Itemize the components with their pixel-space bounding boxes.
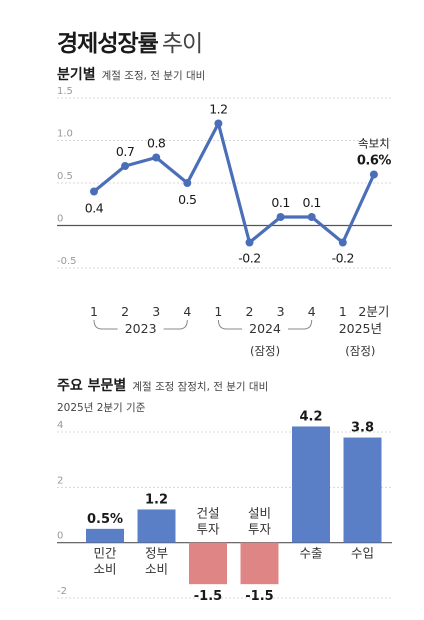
data-label: 3.8 bbox=[351, 421, 374, 436]
data-label: 1.2 bbox=[209, 102, 227, 117]
data-label: 0.6% bbox=[357, 154, 392, 169]
title-suffix: 추이 bbox=[161, 31, 203, 57]
y-tick-label: 0 bbox=[57, 214, 63, 225]
year-label: 2023 bbox=[125, 321, 157, 336]
y-tick-label: 4 bbox=[57, 420, 63, 431]
data-label: 0.5% bbox=[87, 512, 123, 527]
x-tick-label: 3 bbox=[277, 304, 285, 319]
quarterly-subtitle: 계절 조정, 전 분기 대비 bbox=[101, 70, 206, 82]
category-label: 수출 bbox=[299, 546, 322, 561]
x-tick-label: 2 bbox=[121, 304, 129, 319]
data-point bbox=[121, 162, 130, 170]
y-tick-label: -0.5 bbox=[57, 256, 77, 267]
year-note: (잠정) bbox=[345, 344, 375, 358]
x-tick-label: 1 bbox=[339, 304, 347, 319]
data-label: 0.8 bbox=[147, 136, 166, 151]
x-tick-label: 3 bbox=[152, 304, 160, 319]
series-line bbox=[92, 121, 376, 245]
data-point bbox=[214, 119, 223, 128]
data-point bbox=[90, 187, 98, 196]
bar bbox=[292, 426, 330, 543]
data-label: -1.5 bbox=[194, 589, 222, 604]
category-label: 설비 bbox=[248, 506, 271, 521]
year-label: 2024 bbox=[249, 321, 281, 336]
y-tick-label: 0.5 bbox=[57, 171, 73, 182]
x-tick-label: 4 bbox=[308, 304, 316, 319]
y-tick-label: 2 bbox=[57, 475, 63, 486]
data-point bbox=[245, 238, 254, 247]
category-label: 수입 bbox=[351, 546, 374, 561]
category-label: 정부 bbox=[145, 546, 168, 561]
sector-note: 2025년 2분기 기준 bbox=[57, 402, 146, 414]
category-label: 민간 bbox=[93, 546, 117, 561]
bar bbox=[189, 542, 227, 585]
sector-title: 주요 부문별 bbox=[57, 378, 127, 394]
data-point bbox=[369, 170, 378, 179]
data-label: -0.2 bbox=[332, 251, 354, 266]
x-tick-label: 1 bbox=[214, 304, 222, 319]
data-label: 0.1 bbox=[303, 195, 321, 210]
annotation-label: 속보치 bbox=[358, 137, 390, 151]
data-label: -1.5 bbox=[245, 589, 273, 604]
x-tick-label: 2분기 bbox=[358, 304, 389, 319]
category-label: 건설 bbox=[196, 506, 219, 521]
bar bbox=[86, 528, 124, 543]
data-point bbox=[276, 213, 285, 221]
title-main: 경제성장률 bbox=[57, 31, 159, 57]
data-point bbox=[152, 153, 161, 162]
y-tick-label: 1.0 bbox=[57, 129, 73, 140]
year-bracket bbox=[217, 319, 313, 330]
data-label: 0.5 bbox=[178, 192, 196, 207]
x-tick-label: 2 bbox=[246, 304, 254, 319]
sector-bar-chart: 420-20.5%민간소비1.2정부소비-1.5건설투자-1.5설비투자4.2수… bbox=[57, 410, 392, 604]
y-tick-label: 1.5 bbox=[57, 86, 73, 97]
category-label: 소비 bbox=[145, 562, 168, 577]
data-label: -0.2 bbox=[238, 251, 260, 266]
data-label: 0.7 bbox=[116, 144, 134, 159]
data-label: 0.1 bbox=[271, 195, 289, 210]
y-tick-label: -2 bbox=[57, 586, 67, 597]
sector-subtitle: 계절 조정 잠정치, 전 분기 대비 bbox=[132, 381, 269, 393]
quarterly-title: 분기별 bbox=[57, 67, 96, 83]
category-label: 소비 bbox=[93, 562, 116, 577]
category-label: 투자 bbox=[196, 522, 220, 537]
bar bbox=[343, 437, 382, 543]
page-title: 경제성장률 추이 bbox=[57, 24, 203, 58]
y-tick-label: 0 bbox=[57, 531, 63, 542]
data-label: 4.2 bbox=[299, 410, 322, 424]
x-tick-label: 4 bbox=[183, 304, 191, 319]
data-point bbox=[183, 179, 192, 187]
bar bbox=[137, 509, 176, 543]
year-label: 2025년 bbox=[339, 321, 382, 336]
quarterly-section-title: 분기별 계절 조정, 전 분기 대비 bbox=[57, 64, 205, 84]
data-point bbox=[307, 213, 316, 221]
data-label: 0.4 bbox=[85, 201, 104, 216]
year-bracket bbox=[93, 319, 188, 330]
year-note: (잠정) bbox=[250, 344, 280, 358]
bar bbox=[240, 542, 279, 585]
x-tick-label: 1 bbox=[90, 304, 98, 319]
category-label: 투자 bbox=[248, 522, 272, 537]
sector-section-title: 주요 부문별 계절 조정 잠정치, 전 분기 대비 bbox=[57, 375, 268, 395]
data-point bbox=[338, 238, 347, 247]
data-label: 1.2 bbox=[145, 492, 168, 507]
quarterly-line-chart: 1.5 1.0 0.5 0 -0.5 0.4 0.7 0.8 0.5 1.2 -0.2 0.1 0.1 -… bbox=[57, 86, 392, 358]
